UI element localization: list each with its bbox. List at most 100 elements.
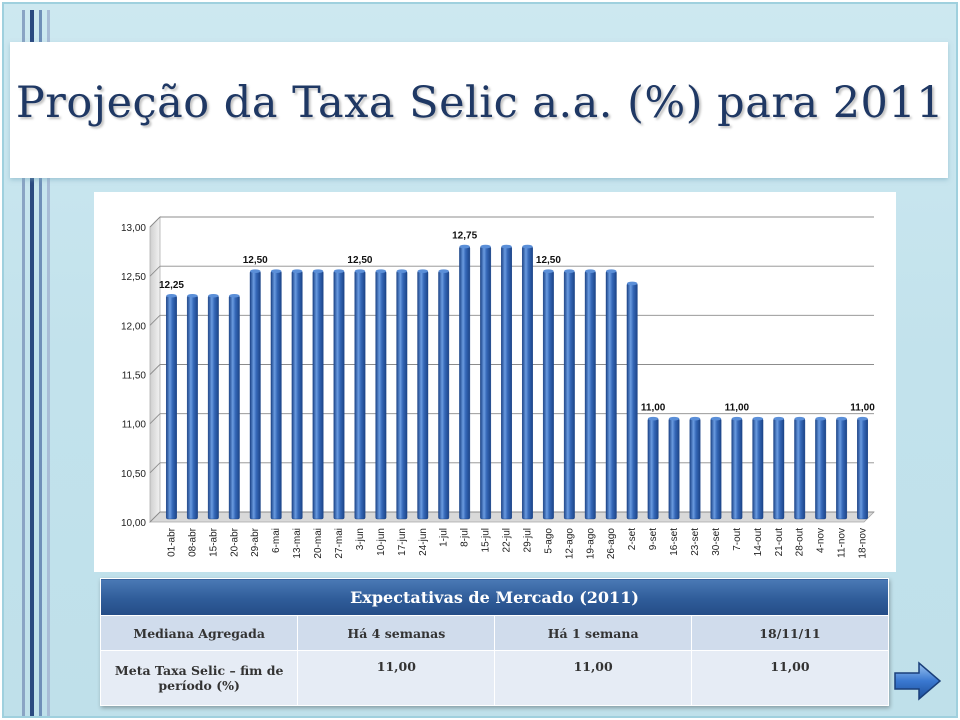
- data-label: 11,00: [725, 403, 750, 414]
- chart-axes: 10,00 10,50 11,00 11,50 12,00 12,50 13,00: [121, 216, 875, 529]
- x-tick-label: 4-nov: [816, 528, 827, 553]
- chart-bar-top: [564, 269, 575, 273]
- x-tick-label: 8-jul: [460, 528, 471, 547]
- chart-bar: [584, 270, 596, 520]
- chart-data-labels: 12,25 12,50 12,50 12,75 12,50 11,00 11,00 11,00: [159, 231, 875, 414]
- chart-bar: [626, 283, 638, 520]
- table-cell: 11,00: [494, 650, 692, 706]
- chart-bar-top: [731, 416, 743, 421]
- chart-bar-top: [375, 269, 387, 273]
- y-tick-label: 12,50: [121, 272, 146, 283]
- data-label: 12,50: [243, 255, 268, 266]
- chart-gridline: [149, 511, 161, 523]
- chart-bar: [417, 270, 429, 520]
- chart-bar: [647, 418, 659, 520]
- data-label: 12,50: [347, 255, 372, 266]
- x-tick-label: 19-ago: [585, 528, 596, 560]
- chart-bar-top: [250, 269, 261, 273]
- x-tick-label: 28-out: [795, 528, 806, 557]
- chart-bar: [375, 270, 387, 520]
- table-header-row: Mediana Agregada Há 4 semanas Há 1 seman…: [99, 615, 890, 651]
- chart-bar: [563, 270, 575, 520]
- chart-gridline: [149, 315, 161, 326]
- chart-bar-top: [626, 281, 638, 286]
- chart-bar: [166, 295, 177, 520]
- y-tick-label: 10,50: [121, 469, 146, 480]
- chart-bar: [270, 270, 282, 520]
- table-title: Expectativas de Mercado (2011): [100, 578, 889, 616]
- chart-bar: [501, 246, 512, 520]
- x-tick-label: 21-out: [774, 528, 785, 557]
- chart-bar-top: [794, 416, 805, 421]
- y-tick-label: 13,00: [121, 223, 146, 234]
- x-tick-label: 20-abr: [229, 527, 240, 557]
- title-band: [10, 42, 948, 178]
- column-header: Há 1 semana: [494, 615, 692, 651]
- chart-bar: [459, 246, 471, 520]
- chart-bar: [773, 418, 785, 520]
- chart-bar-top: [396, 269, 408, 273]
- chart-bar-top: [522, 244, 533, 249]
- chart-bar: [312, 270, 324, 520]
- chart-bar: [396, 270, 408, 520]
- chart-bar: [836, 418, 848, 520]
- chart-bar: [480, 246, 492, 520]
- row-label: Meta Taxa Selic – fim de período (%): [99, 650, 299, 706]
- next-slide-button[interactable]: [893, 660, 943, 702]
- chart-bar-top: [543, 269, 554, 273]
- chart-bar: [605, 270, 617, 520]
- chart-bar-top: [815, 416, 826, 421]
- chart-bar: [186, 295, 198, 520]
- chart-bar: [668, 418, 680, 520]
- x-tick-label: 08-abr: [187, 527, 198, 557]
- x-tick-label: 22-jul: [502, 528, 513, 552]
- x-tick-label: 11-nov: [837, 528, 848, 558]
- x-tick-label: 26-ago: [606, 528, 617, 560]
- x-tick-label: 10-jun: [376, 528, 387, 556]
- x-tick-label: 15-abr: [208, 527, 219, 557]
- x-tick-label: 9-set: [648, 528, 659, 550]
- decorative-stripes: [22, 10, 56, 716]
- chart-bar: [438, 270, 450, 520]
- data-label: 11,00: [641, 403, 666, 414]
- x-tick-label: 27-mai: [334, 528, 345, 559]
- table-cell: 11,00: [297, 650, 496, 706]
- data-label: 11,00: [850, 403, 875, 414]
- chart-bar-top: [647, 416, 659, 421]
- x-tick-label: 20-mai: [313, 528, 324, 559]
- chart-bar-top: [480, 244, 491, 249]
- chart-bar: [815, 418, 827, 520]
- chart-bar-top: [501, 244, 512, 249]
- x-tick-label: 17-jun: [397, 528, 408, 556]
- chart-bar: [752, 418, 764, 520]
- chart-svg: 10,00 10,50 11,00 11,50 12,00 12,50 13,00 12,2…: [121, 216, 875, 560]
- chart-bar-top: [270, 269, 282, 273]
- chart-bar-top: [312, 269, 324, 273]
- chart-bars: [166, 244, 868, 520]
- chart-gridline: [149, 265, 161, 277]
- column-header: Mediana Agregada: [99, 615, 299, 651]
- chart-bar: [857, 418, 868, 520]
- chart-bar-top: [710, 416, 722, 421]
- x-tick-label: 5-ago: [543, 528, 554, 554]
- chart-bar-top: [689, 416, 701, 421]
- chart-bar-top: [836, 416, 847, 421]
- chart-bar-top: [668, 416, 680, 421]
- x-tick-label: 29-jul: [522, 528, 533, 552]
- chart-bar-top: [585, 269, 596, 273]
- data-label: 12,75: [452, 231, 477, 242]
- x-tick-label: 14-out: [753, 528, 764, 557]
- chart-bar-top: [857, 416, 868, 421]
- chart-bar-top: [291, 269, 303, 273]
- x-tick-label: 29-abr: [250, 527, 261, 557]
- x-tick-label: 30-set: [711, 528, 722, 556]
- chart-bar: [354, 270, 366, 520]
- y-tick-label: 12,00: [121, 321, 146, 332]
- chart-bar-top: [354, 269, 366, 273]
- chart-bar-top: [417, 269, 428, 273]
- chart-bar: [207, 295, 219, 520]
- x-tick-label: 15-jul: [481, 528, 492, 552]
- y-tick-label: 11,50: [122, 371, 147, 382]
- x-tick-label: 13-mai: [292, 528, 303, 559]
- x-tick-label: 12-ago: [564, 528, 575, 560]
